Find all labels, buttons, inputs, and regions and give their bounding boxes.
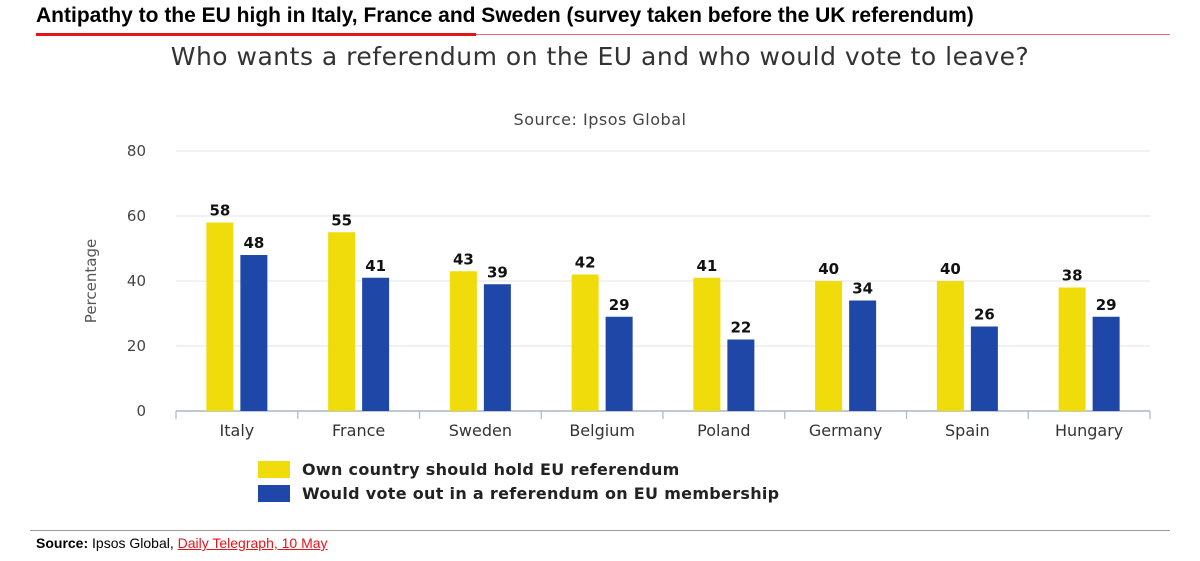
bar bbox=[362, 277, 390, 411]
y-axis-label: Percentage bbox=[82, 239, 100, 323]
x-category-label: Italy bbox=[220, 421, 255, 440]
gridlines bbox=[176, 150, 1150, 347]
source-text: Ipsos Global, bbox=[88, 535, 178, 551]
axes bbox=[175, 410, 1151, 419]
source-label: Source: bbox=[36, 535, 89, 551]
headline: Antipathy to the EU high in Italy, Franc… bbox=[36, 4, 974, 27]
bar bbox=[693, 277, 721, 411]
chart-title: Who wants a referendum on the EU and who… bbox=[170, 42, 1030, 71]
y-tick-label: 80 bbox=[127, 142, 146, 160]
bars bbox=[206, 222, 1120, 411]
data-label: 42 bbox=[575, 254, 596, 272]
data-label: 34 bbox=[852, 280, 873, 298]
bar bbox=[727, 339, 755, 411]
data-label: 48 bbox=[243, 234, 264, 252]
legend-swatch-yellow bbox=[258, 460, 290, 478]
bar bbox=[849, 300, 877, 411]
x-category-label: France bbox=[332, 421, 385, 440]
bar bbox=[449, 271, 477, 411]
headline-rule bbox=[476, 34, 1170, 35]
data-label: 43 bbox=[453, 250, 474, 268]
bar bbox=[605, 316, 633, 411]
data-label: 40 bbox=[818, 260, 839, 278]
x-category-label: Germany bbox=[809, 421, 883, 440]
bar bbox=[815, 281, 843, 411]
legend-item-vote-out: Would vote out in a referendum on EU mem… bbox=[258, 481, 779, 505]
bar bbox=[483, 284, 511, 411]
legend-swatch-blue bbox=[258, 484, 290, 502]
footer-rule bbox=[30, 530, 1170, 531]
x-category-label: Poland bbox=[697, 421, 750, 440]
data-label: 41 bbox=[696, 257, 717, 275]
data-label: 58 bbox=[209, 202, 230, 220]
labels: 0 20 40 60 80 58 48 Italy 55 41 France 43 39 Sweden 42… bbox=[127, 142, 1123, 440]
data-label: 22 bbox=[730, 319, 751, 337]
data-label: 39 bbox=[487, 263, 508, 281]
bar bbox=[1058, 287, 1086, 411]
legend: Own country should hold EU referendum Wo… bbox=[258, 457, 779, 505]
data-label: 26 bbox=[974, 306, 995, 324]
y-tick-label: 40 bbox=[127, 272, 146, 290]
data-label: 29 bbox=[609, 296, 630, 314]
data-label: 55 bbox=[331, 211, 352, 229]
y-tick-label: 0 bbox=[136, 402, 146, 420]
legend-label: Own country should hold EU referendum bbox=[302, 459, 680, 479]
bar bbox=[936, 281, 964, 411]
legend-item-referendum: Own country should hold EU referendum bbox=[258, 457, 779, 481]
x-category-label: Belgium bbox=[569, 421, 635, 440]
bar bbox=[206, 222, 234, 411]
data-label: 41 bbox=[365, 257, 386, 275]
data-label: 38 bbox=[1062, 267, 1083, 285]
legend-label: Would vote out in a referendum on EU mem… bbox=[302, 483, 780, 503]
bar bbox=[240, 255, 268, 411]
footer-source: Source: Ipsos Global, Daily Telegraph, 1… bbox=[36, 535, 328, 551]
data-label: 29 bbox=[1096, 296, 1117, 314]
x-category-label: Hungary bbox=[1055, 421, 1123, 440]
data-label: 40 bbox=[940, 260, 961, 278]
x-category-label: Sweden bbox=[449, 421, 512, 440]
bar bbox=[970, 326, 998, 411]
y-tick-label: 20 bbox=[127, 337, 146, 355]
bar bbox=[571, 274, 599, 411]
headline-accent-rule bbox=[36, 33, 476, 36]
bar bbox=[328, 232, 356, 411]
chart-subtitle: Source: Ipsos Global bbox=[513, 110, 687, 129]
source-link[interactable]: Daily Telegraph, 10 May bbox=[177, 535, 328, 551]
bar bbox=[1092, 316, 1120, 411]
y-tick-label: 60 bbox=[127, 207, 146, 225]
x-category-label: Spain bbox=[945, 421, 990, 440]
